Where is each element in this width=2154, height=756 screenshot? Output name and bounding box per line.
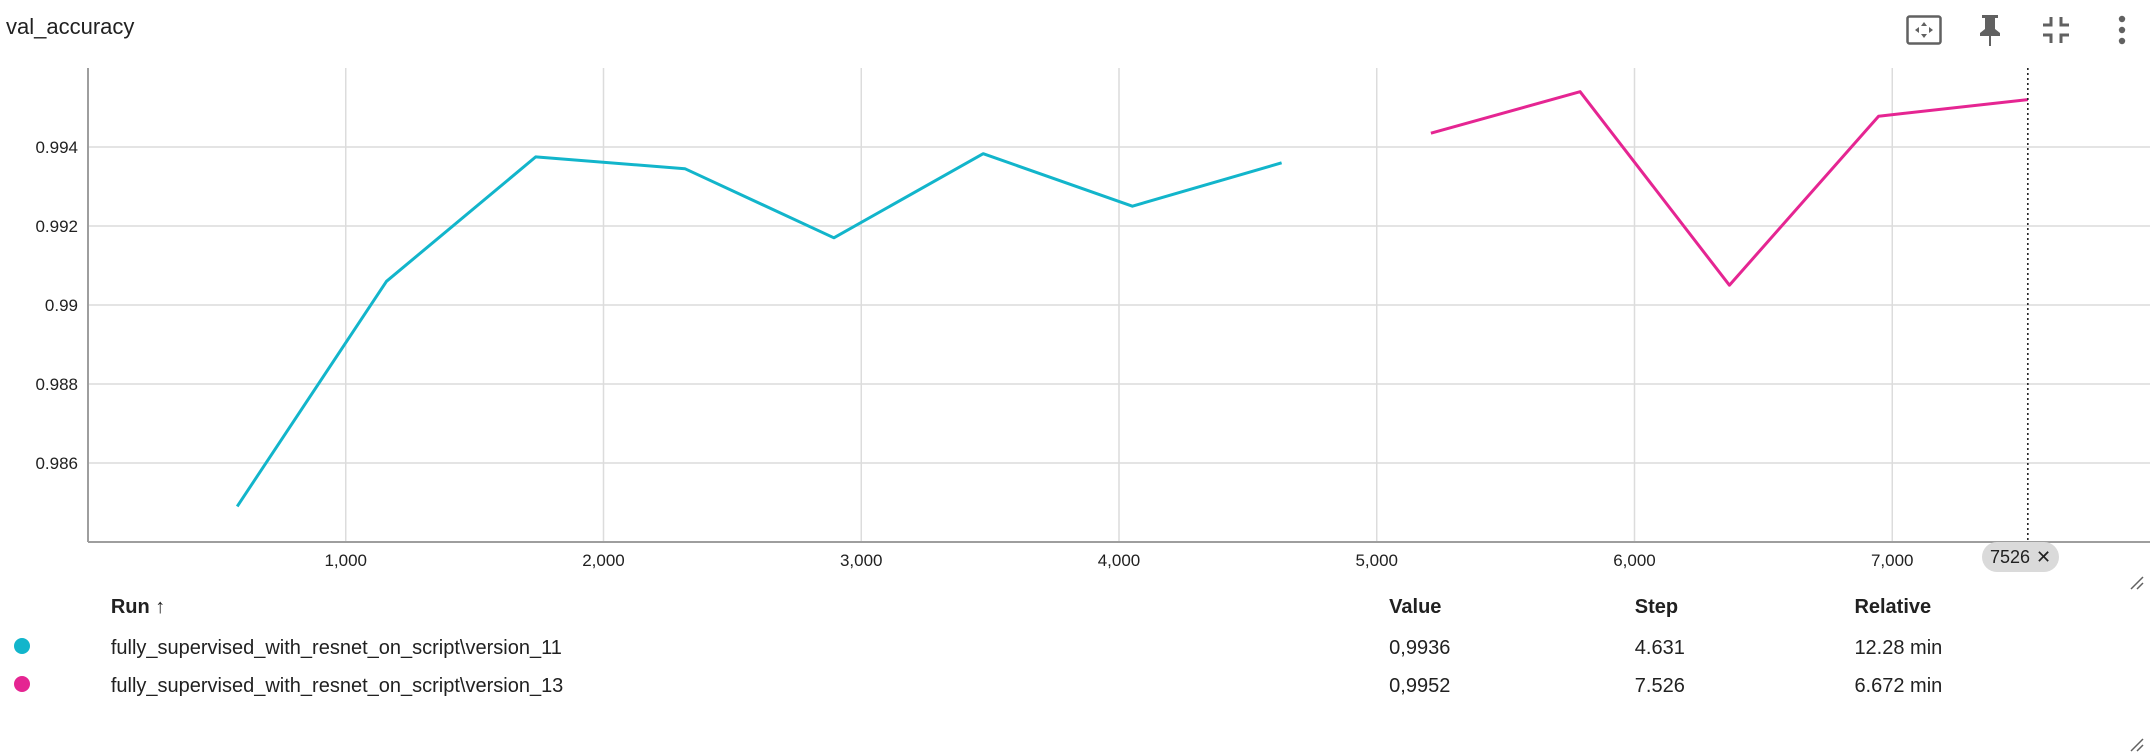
run-step: 7.526 [1634,674,1685,697]
run-name: fully_supervised_with_resnet_on_script\v… [110,636,562,659]
x-tick-label: 5,000 [1355,551,1398,570]
run-value: 0,9952 [1389,674,1451,697]
run-relative: 6.672 min [1854,674,1943,697]
step-cursor-badge[interactable]: 7526 ✕ [1982,542,2060,572]
fit-domain-icon [1906,15,1942,45]
table-row[interactable]: fully_supervised_with_resnet_on_script\v… [0,629,2154,667]
y-tick-label: 0.986 [35,454,78,473]
more-vert-icon [2118,15,2126,45]
step-column-header[interactable]: Step [1634,595,1679,618]
fit-domain-button[interactable] [1902,10,1946,50]
run-step: 4.631 [1634,636,1685,659]
series-line[interactable] [235,152,1283,508]
y-tick-label: 0.988 [35,375,78,394]
step-cursor-label: 7526 [1990,546,2031,567]
line-chart[interactable]: 1,000 2,000 3,000 4,000 5,000 6,000 7,000 0.986… [0,0,2154,580]
collapse-icon [2043,17,2069,43]
x-tick-label: 2,000 [582,551,625,570]
color-column-header [0,585,111,629]
close-icon[interactable]: ✕ [2036,546,2052,567]
resize-handle-icon[interactable] [2130,576,2144,590]
x-tick-label: 4,000 [1098,551,1141,570]
run-color-dot [14,675,30,692]
more-options-button[interactable] [2100,10,2144,50]
collapse-button[interactable] [2034,10,2078,50]
resize-handle-icon[interactable] [2130,738,2144,752]
y-tick-label: 0.99 [45,296,78,315]
x-tick-label: 7,000 [1871,551,1914,570]
chart-title: val_accuracy [6,14,135,39]
run-column-header[interactable]: Run ↑ [110,595,166,618]
run-relative: 12.28 min [1854,636,1943,659]
x-tick-label: 3,000 [840,551,883,570]
runs-table: Run ↑ Value Step Relative fully_supervis… [0,585,2154,705]
pin-button[interactable] [1968,10,2012,50]
run-name: fully_supervised_with_resnet_on_script\v… [110,674,564,697]
run-value: 0,9936 [1389,636,1451,659]
run-color-dot [14,637,30,654]
table-header-row: Run ↑ Value Step Relative [0,585,2154,629]
value-column-header[interactable]: Value [1389,595,1442,618]
series-line[interactable] [1430,90,2028,287]
y-tick-label: 0.994 [35,138,78,157]
x-tick-label: 6,000 [1613,551,1656,570]
relative-column-header[interactable]: Relative [1854,595,1932,618]
table-row[interactable]: fully_supervised_with_resnet_on_script\v… [0,667,2154,705]
pin-icon [1980,15,2000,46]
chart-toolbar [1902,10,2144,50]
y-tick-label: 0.992 [35,217,78,236]
x-tick-label: 1,000 [324,551,367,570]
